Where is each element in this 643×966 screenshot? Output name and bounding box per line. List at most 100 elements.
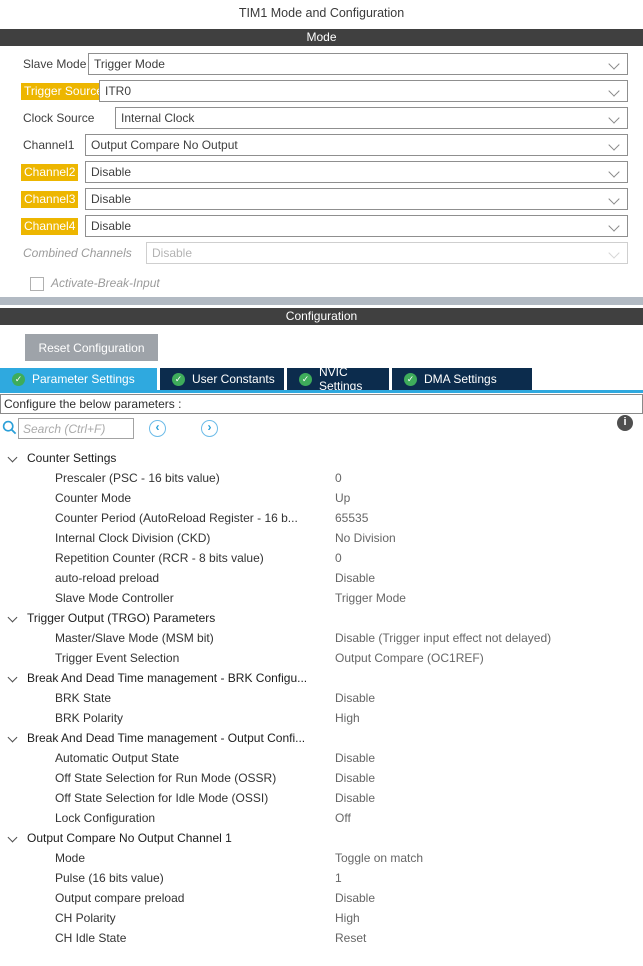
- collapse-chevron-icon[interactable]: [7, 612, 18, 623]
- param-row[interactable]: Output compare preload Disable: [0, 888, 643, 908]
- param-value[interactable]: Disable: [335, 751, 376, 765]
- param-value[interactable]: Trigger Mode: [335, 591, 406, 605]
- slave-mode-label: Slave Mode: [23, 57, 87, 71]
- info-icon[interactable]: i: [617, 415, 633, 431]
- collapse-chevron-icon[interactable]: [7, 452, 18, 463]
- param-label: Off State Selection for Run Mode (OSSR): [55, 771, 277, 785]
- channel3-select[interactable]: Disable: [85, 188, 628, 210]
- clock-source-label: Clock Source: [23, 111, 95, 125]
- param-row[interactable]: Off State Selection for Idle Mode (OSSI)…: [0, 788, 643, 808]
- mode-row-trigger-source: Trigger Source ITR0: [0, 80, 643, 103]
- param-row[interactable]: Pulse (16 bits value) 1: [0, 868, 643, 888]
- search-previous-button[interactable]: ‹: [149, 420, 166, 437]
- param-value[interactable]: No Division: [335, 531, 396, 545]
- param-row[interactable]: Off State Selection for Run Mode (OSSR) …: [0, 768, 643, 788]
- param-label: Pulse (16 bits value): [55, 871, 164, 885]
- channel1-select[interactable]: Output Compare No Output: [85, 134, 628, 156]
- param-value[interactable]: Disable: [335, 891, 376, 905]
- select-value: ITR0: [105, 84, 132, 98]
- param-value[interactable]: 0: [335, 471, 342, 485]
- clock-source-select[interactable]: Internal Clock: [115, 107, 628, 129]
- channel4-select[interactable]: Disable: [85, 215, 628, 237]
- param-row[interactable]: Counter Period (AutoReload Register - 16…: [0, 508, 643, 528]
- param-row[interactable]: Trigger Event Selection Output Compare (…: [0, 648, 643, 668]
- param-value[interactable]: High: [335, 711, 360, 725]
- param-value[interactable]: 65535: [335, 511, 369, 525]
- param-row[interactable]: Master/Slave Mode (MSM bit) Disable (Tri…: [0, 628, 643, 648]
- mode-row-channel4: Channel4 Disable: [0, 215, 643, 238]
- param-row[interactable]: Prescaler (PSC - 16 bits value) 0: [0, 468, 643, 488]
- collapse-chevron-icon[interactable]: [7, 732, 18, 743]
- param-value[interactable]: 0: [335, 551, 342, 565]
- param-group-header[interactable]: Output Compare No Output Channel 1: [0, 828, 643, 848]
- chevron-down-icon: [608, 85, 620, 97]
- param-group-header[interactable]: Break And Dead Time management - BRK Con…: [0, 668, 643, 688]
- activate-break-input-label: Activate-Break-Input: [51, 276, 160, 290]
- param-row[interactable]: CH Idle State Reset: [0, 928, 643, 948]
- param-group-header[interactable]: Break And Dead Time management - Output …: [0, 728, 643, 748]
- tab-user-constants[interactable]: ✓ User Constants: [160, 368, 284, 390]
- channel1-label: Channel1: [23, 138, 75, 152]
- param-label: Repetition Counter (RCR - 8 bits value): [55, 551, 264, 565]
- param-value[interactable]: Disable (Trigger input effect not delaye…: [335, 631, 552, 645]
- param-row[interactable]: auto-reload preload Disable: [0, 568, 643, 588]
- tab-nvic-settings[interactable]: ✓ NVIC Settings: [287, 365, 389, 393]
- activate-break-input-checkbox[interactable]: [30, 277, 44, 291]
- settings-tab-bar: ✓ Parameter Settings ✓ User Constants ✓ …: [0, 365, 532, 393]
- collapse-chevron-icon[interactable]: [7, 672, 18, 683]
- param-group-header[interactable]: Trigger Output (TRGO) Parameters: [0, 608, 643, 628]
- channel3-label: Channel3: [21, 191, 79, 208]
- channel4-label: Channel4: [21, 218, 79, 235]
- combined-channels-select: Disable: [146, 242, 628, 264]
- search-next-button[interactable]: ›: [201, 420, 218, 437]
- combined-channels-label: Combined Channels: [23, 246, 132, 260]
- param-value[interactable]: Disable: [335, 571, 376, 585]
- select-value: Disable: [91, 165, 132, 179]
- param-row[interactable]: Mode Toggle on match: [0, 848, 643, 868]
- param-label: Off State Selection for Idle Mode (OSSI): [55, 791, 269, 805]
- param-value[interactable]: 1: [335, 871, 342, 885]
- tab-dma-settings[interactable]: ✓ DMA Settings: [392, 368, 532, 390]
- param-value[interactable]: High: [335, 911, 360, 925]
- param-row[interactable]: Counter Mode Up: [0, 488, 643, 508]
- mode-row-channel3: Channel3 Disable: [0, 188, 643, 211]
- channel2-label: Channel2: [21, 164, 79, 181]
- param-value[interactable]: Toggle on match: [335, 851, 424, 865]
- trigger-source-select[interactable]: ITR0: [99, 80, 628, 102]
- mode-section-header: Mode: [0, 29, 643, 46]
- param-row[interactable]: BRK Polarity High: [0, 708, 643, 728]
- select-value: Disable: [91, 219, 132, 233]
- param-value[interactable]: Disable: [335, 771, 376, 785]
- parameters-banner: Configure the below parameters :: [0, 394, 643, 414]
- collapse-chevron-icon[interactable]: [7, 832, 18, 843]
- param-label: auto-reload preload: [55, 571, 160, 585]
- select-value: Trigger Mode: [94, 57, 165, 71]
- param-row[interactable]: CH Polarity High: [0, 908, 643, 928]
- reset-configuration-button[interactable]: Reset Configuration: [25, 334, 158, 361]
- mode-row-combined-channels: Combined Channels Disable: [0, 242, 643, 265]
- search-input[interactable]: [18, 418, 134, 439]
- channel2-select[interactable]: Disable: [85, 161, 628, 183]
- param-label: Counter Mode: [55, 491, 132, 505]
- param-value[interactable]: Up: [335, 491, 351, 505]
- tab-label: Parameter Settings: [32, 372, 135, 386]
- param-value[interactable]: Reset: [335, 931, 367, 945]
- param-group-header[interactable]: Counter Settings: [0, 448, 643, 468]
- tab-label: NVIC Settings: [319, 365, 363, 393]
- param-value[interactable]: Disable: [335, 691, 376, 705]
- param-row[interactable]: Lock Configuration Off: [0, 808, 643, 828]
- param-row[interactable]: Repetition Counter (RCR - 8 bits value) …: [0, 548, 643, 568]
- slave-mode-select[interactable]: Trigger Mode: [88, 53, 628, 75]
- parameter-tree: Counter Settings Prescaler (PSC - 16 bit…: [0, 448, 643, 948]
- group-title: Counter Settings: [27, 451, 117, 465]
- param-row[interactable]: Internal Clock Division (CKD) No Divisio…: [0, 528, 643, 548]
- param-value[interactable]: Output Compare (OC1REF): [335, 651, 484, 665]
- param-row[interactable]: Automatic Output State Disable: [0, 748, 643, 768]
- param-row[interactable]: Slave Mode Controller Trigger Mode: [0, 588, 643, 608]
- param-value[interactable]: Off: [335, 811, 351, 825]
- param-value[interactable]: Disable: [335, 791, 376, 805]
- tab-parameter-settings[interactable]: ✓ Parameter Settings: [0, 368, 157, 390]
- check-icon: ✓: [12, 372, 25, 386]
- param-label: CH Polarity: [55, 911, 116, 925]
- param-row[interactable]: BRK State Disable: [0, 688, 643, 708]
